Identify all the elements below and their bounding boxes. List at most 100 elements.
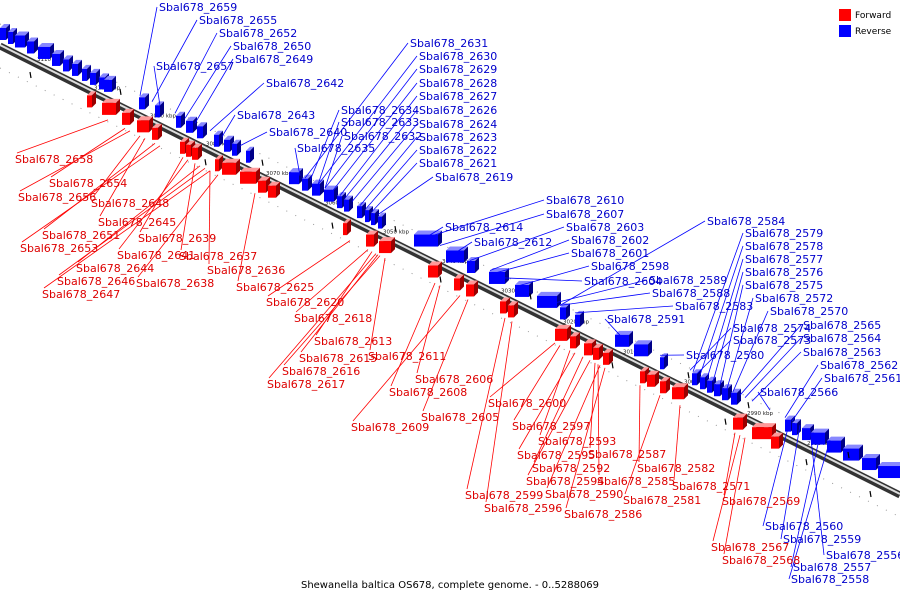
forward-gene-label: Sbal678_2586	[564, 508, 642, 521]
forward-leader-line	[208, 170, 211, 265]
reverse-leader-line	[559, 292, 651, 306]
gene-side-face	[130, 108, 134, 125]
gene-front-face	[843, 448, 859, 461]
forward-leader-line	[422, 299, 469, 412]
gene-front-face	[357, 206, 362, 219]
gene-top-face	[63, 55, 73, 60]
gene-front-face	[500, 301, 506, 314]
gene-front-face	[802, 428, 810, 441]
forward-leader-line	[589, 362, 596, 449]
gene-side-face	[684, 383, 688, 400]
gene-top-face	[454, 274, 464, 279]
legend-forward-swatch	[839, 9, 851, 21]
gene-front-face	[312, 183, 320, 196]
forward-leader-line	[19, 130, 131, 192]
forward-gene-label: Sbal678_2605	[421, 411, 499, 424]
reverse-gene-label: Sbal678_2572	[755, 292, 833, 305]
reverse-leader-line	[184, 45, 232, 119]
forward-gene-label: Sbal678_2608	[389, 386, 467, 399]
reverse-leader-line	[554, 279, 648, 304]
forward-gene	[508, 301, 518, 318]
gene-front-face	[446, 250, 464, 263]
reverse-leader-line	[324, 68, 418, 189]
gene-top-face	[603, 348, 613, 353]
forward-gene-label: Sbal678_2597	[512, 420, 590, 433]
reverse-leader-line	[324, 135, 343, 189]
forward-gene-label: Sbal678_2613	[314, 335, 392, 348]
forward-gene	[122, 108, 134, 125]
forward-leader-line	[43, 170, 211, 289]
forward-gene	[660, 377, 670, 394]
forward-gene-label: Sbal678_2641	[117, 249, 195, 262]
forward-leader-line	[638, 385, 641, 463]
forward-gene	[672, 383, 688, 400]
gene-side-face	[580, 310, 584, 327]
reverse-gene-label: Sbal678_2612	[474, 236, 552, 249]
reverse-leader-line	[371, 162, 418, 212]
reverse-gene	[537, 291, 561, 308]
reverse-leader-line	[194, 58, 234, 124]
gene-top-face	[186, 116, 197, 121]
gene-side-face	[158, 123, 162, 140]
marker-tick	[687, 372, 690, 379]
gene-top-face	[537, 291, 561, 296]
reverse-leader-line	[309, 109, 340, 181]
forward-gene-label: Sbal678_2593	[538, 435, 616, 448]
reverse-gene-label: Sbal678_2623	[419, 131, 497, 144]
reverse-leader-line	[424, 199, 545, 239]
reverse-leader-line	[331, 82, 418, 192]
forward-gene-label: Sbal678_2571	[672, 480, 750, 493]
reverse-leader-line	[454, 241, 473, 254]
reverse-leader-line	[604, 318, 621, 336]
reverse-gene	[186, 116, 197, 133]
forward-leader-line	[43, 143, 156, 230]
gene-side-face	[474, 280, 478, 297]
reverse-gene-label: Sbal678_2560	[765, 520, 843, 533]
gene-top-face	[878, 462, 900, 467]
reverse-gene-label: Sbal678_2635	[297, 142, 375, 155]
reverse-leader-line	[359, 136, 418, 206]
reverse-label-layer: Sbal678_2659Sbal678_2655Sbal678_2652Sbal…	[156, 1, 900, 586]
gene-top-face	[90, 68, 100, 73]
reverse-gene-label: Sbal678_2558	[791, 573, 869, 586]
reverse-gene-label: Sbal678_2649	[235, 53, 313, 66]
gene-front-face	[722, 388, 728, 401]
reverse-gene-label: Sbal678_2556	[826, 549, 900, 562]
gene-front-face	[560, 307, 566, 320]
forward-gene	[771, 432, 783, 449]
reverse-leader-line	[294, 147, 301, 176]
gene-top-face	[180, 137, 189, 142]
gene-top-face	[197, 122, 207, 127]
reverse-gene	[792, 419, 801, 436]
gene-front-face	[454, 278, 460, 291]
gene-front-face	[878, 466, 900, 479]
reverse-gene	[90, 68, 100, 85]
forward-leader-line	[546, 365, 601, 489]
gene-side-face	[320, 179, 324, 196]
reverse-gene	[324, 185, 338, 202]
gene-top-face	[733, 413, 747, 418]
reverse-gene-label: Sbal678_2632	[344, 130, 422, 143]
gene-front-face	[99, 77, 105, 90]
gene-front-face	[90, 72, 96, 85]
reverse-gene	[827, 436, 845, 453]
gene-top-face	[843, 444, 863, 449]
gene-front-face	[378, 216, 382, 229]
gene-front-face	[15, 35, 25, 48]
legend-forward-label: Forward	[855, 11, 891, 21]
gene-front-face	[575, 314, 580, 327]
reverse-leader-line	[344, 109, 418, 199]
gene-side-face	[505, 267, 509, 284]
forward-gene-label: Sbal678_2656	[18, 191, 96, 204]
reverse-leader-line	[519, 265, 590, 286]
forward-gene	[87, 91, 96, 108]
reverse-gene-label: Sbal678_2578	[745, 240, 823, 253]
reverse-gene-label: Sbal678_2566	[760, 386, 838, 399]
reverse-leader-line	[469, 226, 565, 261]
gene-top-face	[344, 195, 353, 200]
gene-top-face	[555, 324, 571, 329]
gene-side-face	[219, 130, 223, 147]
gene-front-face	[647, 374, 655, 387]
reverse-gene	[246, 146, 254, 163]
forward-gene-label: Sbal678_2600	[488, 397, 566, 410]
